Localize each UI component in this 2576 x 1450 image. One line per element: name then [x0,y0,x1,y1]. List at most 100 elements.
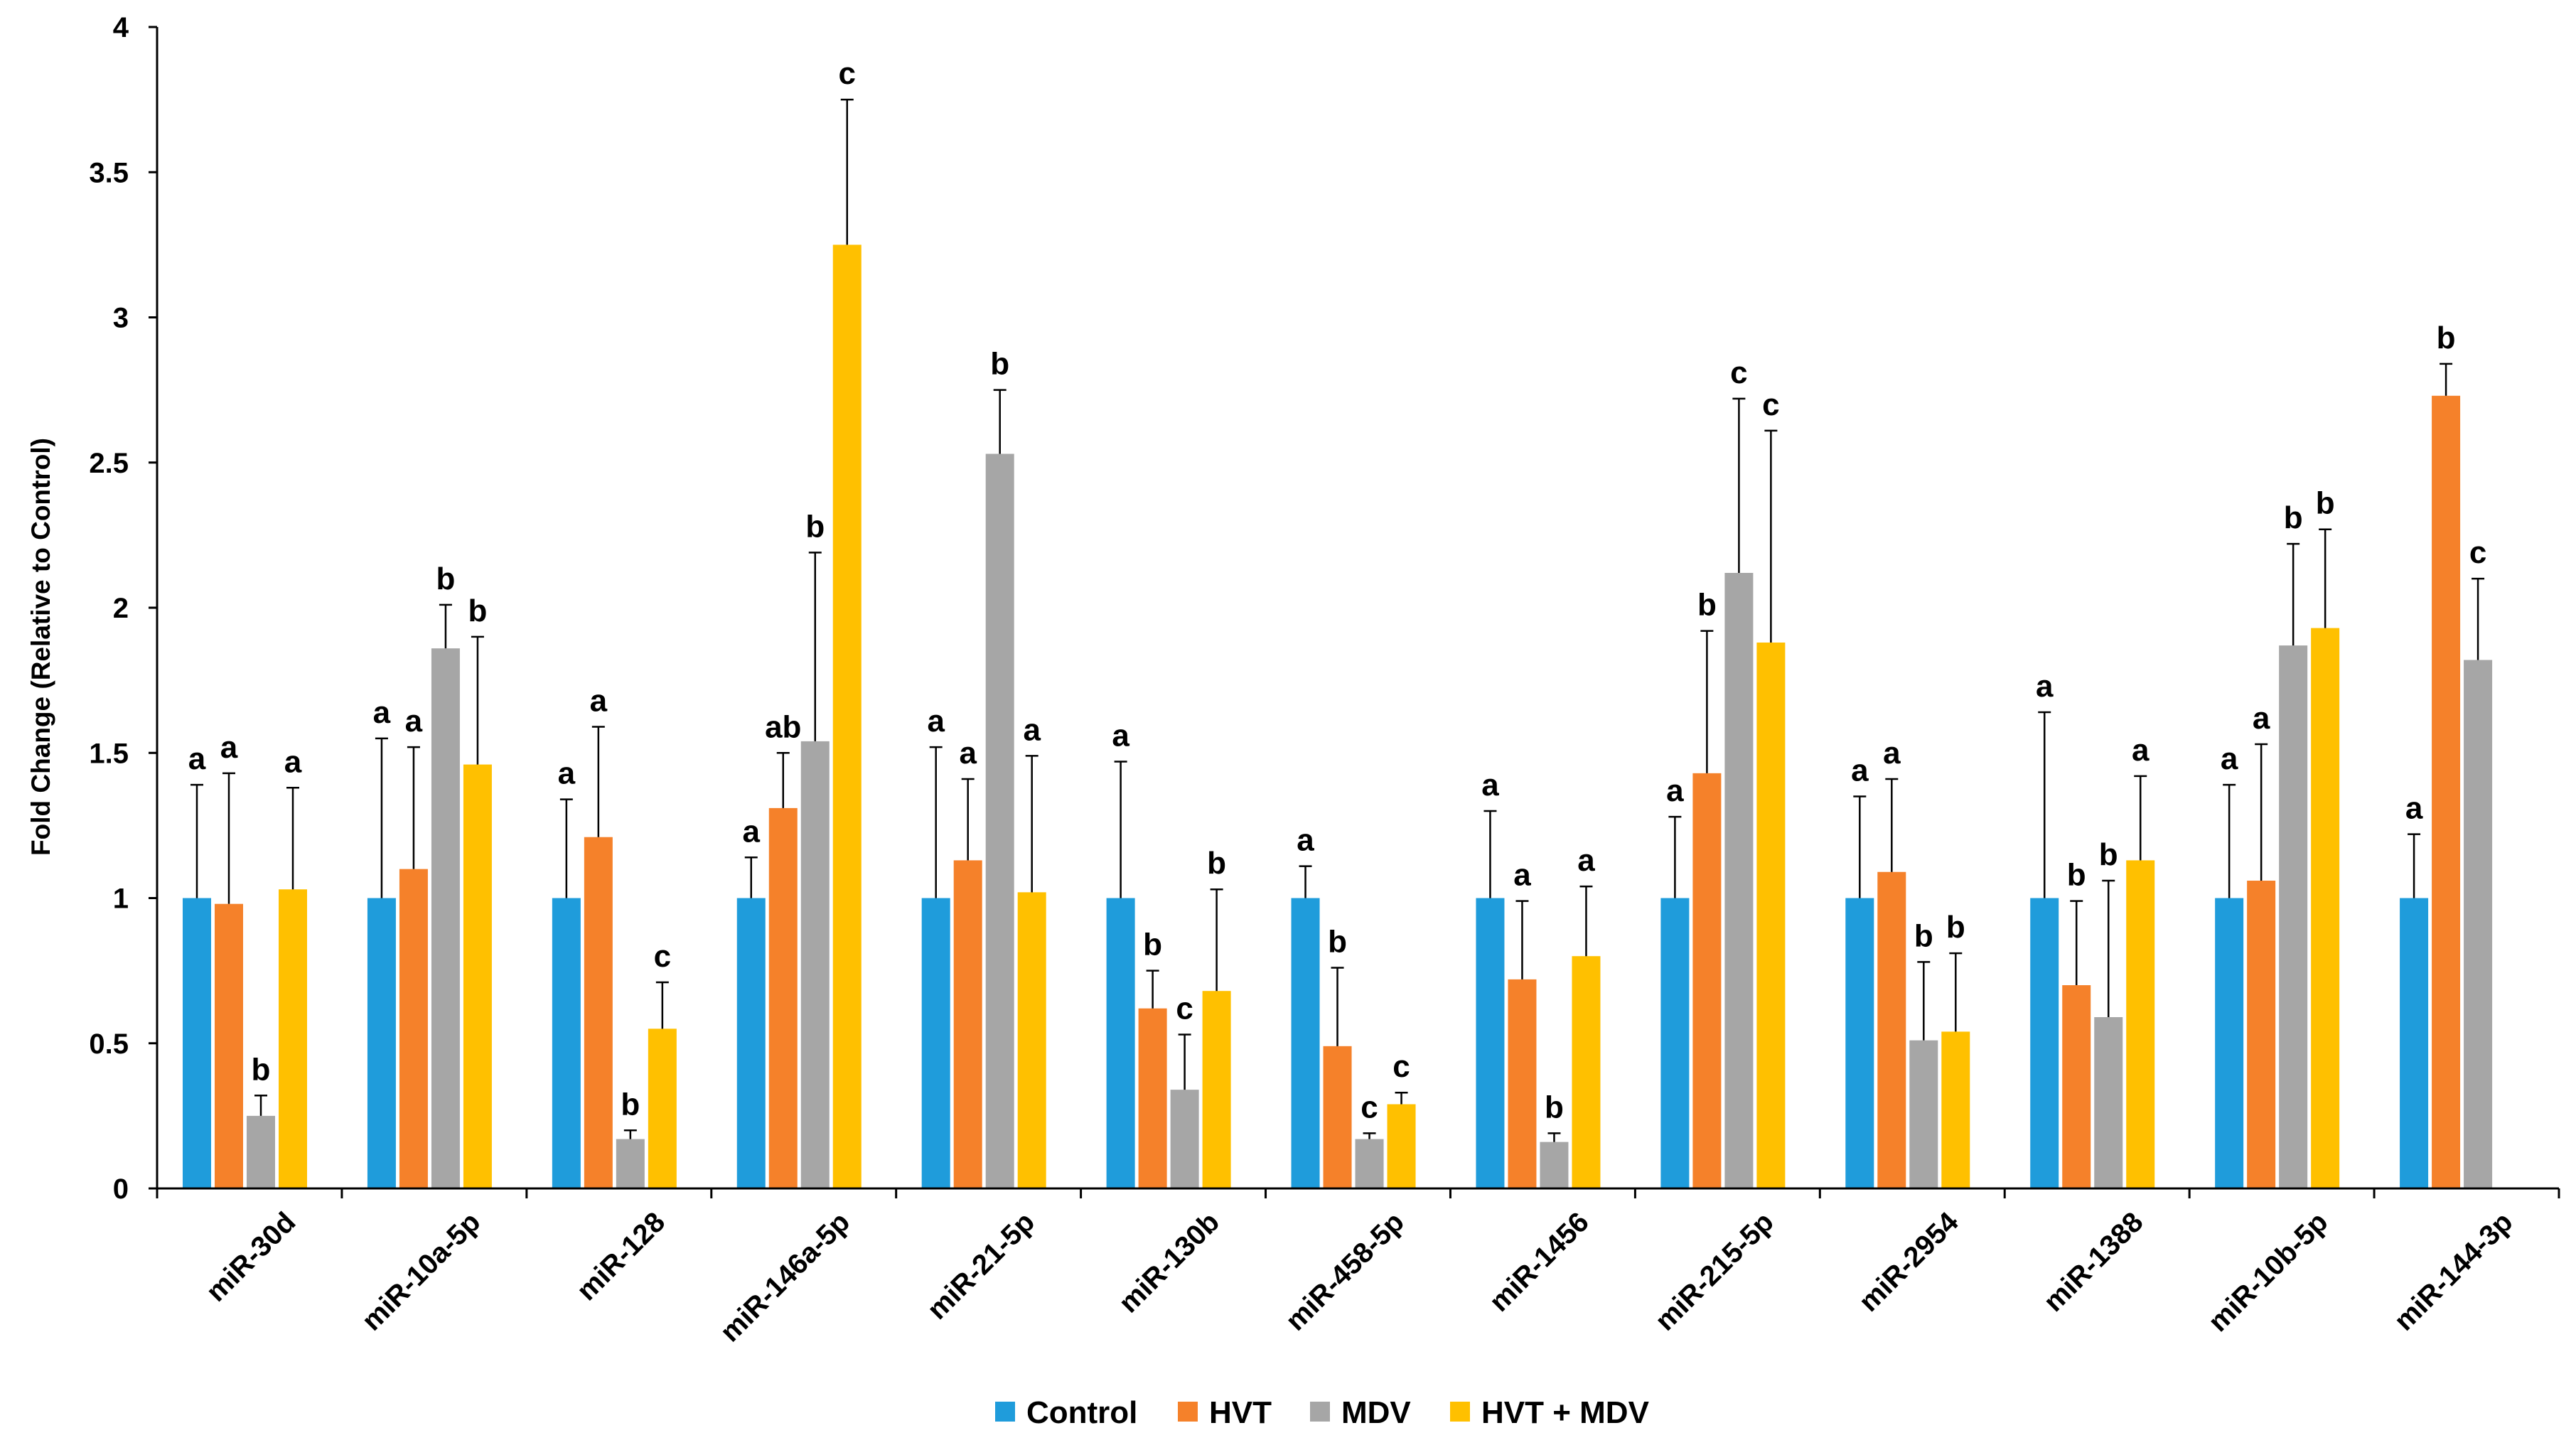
x-tick-label-group: miR-10a-5p [356,1206,487,1337]
bar-mdv [1540,1142,1569,1188]
significance-label: b [805,509,825,544]
bar-control [2400,898,2429,1188]
significance-label: a [927,704,945,739]
x-tick-label: miR-1456 [1483,1206,1595,1318]
legend-label: HVT [1209,1395,1272,1430]
x-tick-label-group: miR-128 [571,1206,671,1306]
legend-label: MDV [1341,1395,1411,1430]
bar-hvt [1877,871,1906,1188]
bar-hvt [399,869,428,1188]
x-tick-label: miR-2954 [1853,1206,1965,1318]
significance-label: c [1361,1090,1378,1124]
significance-label: a [405,704,423,739]
bar-control [1660,898,1690,1188]
significance-label: b [1697,588,1717,623]
y-tick-label: 4 [113,12,129,43]
bar-hvt [1138,1008,1167,1188]
significance-label: b [1143,928,1162,962]
bar-mdv [1909,1040,1938,1188]
bar-hvt-mdv [2126,860,2155,1188]
bar-control [736,898,766,1188]
bar-control [183,898,211,1188]
x-tick-label: miR-30d [200,1206,302,1308]
significance-label: a [1023,712,1041,747]
significance-label: a [1883,736,1901,770]
significance-label: ab [765,709,801,744]
significance-label: a [2253,701,2270,736]
y-axis: 0 0.5 1 1.5 2 2.5 3 3.5 4 [89,12,159,1205]
x-tick-label: miR-130b [1113,1206,1225,1319]
bar-hvt [1692,773,1722,1188]
significance-label: c [1762,387,1779,422]
significance-label: b [436,562,455,596]
y-tick-label: 2.5 [89,448,129,479]
legend-swatch [1178,1402,1198,1422]
x-tick-label-group: miR-10b-5p [2202,1206,2334,1338]
bar-mdv [800,741,830,1188]
significance-label: b [252,1052,271,1087]
x-tick-label-group: miR-458-5p [1279,1206,1410,1337]
y-tick-label: 0 [113,1174,129,1205]
significance-label: a [373,695,391,730]
x-tick-label-group: miR-215-5p [1649,1206,1780,1337]
significance-label: a [1112,719,1129,753]
x-tick-label: miR-128 [571,1206,671,1306]
legend-swatch [1310,1402,1330,1422]
significance-label: b [1207,846,1226,881]
significance-label: a [1577,843,1595,878]
y-tick-label: 3.5 [89,157,129,188]
legend: Control HVT MDV HVT + MDV [995,1395,1650,1430]
x-tick-label: miR-215-5p [1649,1206,1780,1337]
significance-label: a [743,814,761,849]
significance-label: c [839,56,856,91]
bar-control [552,898,581,1188]
significance-label: b [621,1087,640,1122]
x-tick-label: miR-1388 [2038,1206,2150,1318]
significance-label: b [1545,1090,1564,1124]
bar-control [1845,898,1874,1188]
significance-label: c [654,939,671,974]
x-tick-label-group: miR-30d [200,1206,302,1308]
significance-label: a [1481,768,1499,802]
y-axis-title-group: Fold Change (Relative to Control) [26,438,55,856]
bar-mdv [1355,1139,1384,1188]
legend-label: HVT + MDV [1481,1395,1650,1430]
significance-label: a [2036,669,2054,704]
significance-label: a [590,683,608,718]
y-tick-label: 3 [113,303,129,334]
bar-hvt-mdv [1202,991,1231,1188]
significance-label: b [2437,321,2456,355]
bar-mdv [247,1115,275,1188]
x-axis: miR-30d miR-10a-5p miR-128 miR-146a-5p miR-2… [156,1187,2560,1348]
bar-hvt-mdv [1387,1104,1416,1188]
x-tick-label-group: miR-1388 [2038,1206,2150,1318]
bar-control [2030,898,2059,1188]
significance-label: a [2405,791,2423,826]
significance-label: a [1851,753,1869,788]
bar-control [1106,898,1135,1188]
bar-hvt [768,807,798,1188]
bar-hvt [2062,985,2091,1188]
bar-mdv [431,648,460,1188]
significance-label: a [2221,741,2238,776]
bar-mdv [2279,645,2308,1188]
x-tick-label: miR-146a-5p [714,1206,856,1348]
bar-mdv [985,453,1014,1188]
bar-mdv [2094,1016,2123,1188]
x-tick-label: miR-144-3p [2388,1206,2519,1337]
legend-label: Control [1026,1395,1137,1430]
x-tick-label-group: miR-21-5p [921,1206,1041,1326]
y-tick-label: 0.5 [89,1029,129,1060]
y-tick-label: 1 [113,884,129,915]
bar-hvt [215,903,243,1188]
x-tick-label-group: miR-2954 [1853,1206,1965,1318]
significance-label: c [2469,535,2486,570]
significance-label: a [2132,733,2150,768]
significance-label: b [2284,500,2303,535]
significance-label: c [1730,355,1747,390]
x-tick-label: miR-458-5p [1279,1206,1410,1337]
x-tick-label: miR-10b-5p [2202,1206,2334,1338]
bar-hvt [2247,880,2276,1188]
